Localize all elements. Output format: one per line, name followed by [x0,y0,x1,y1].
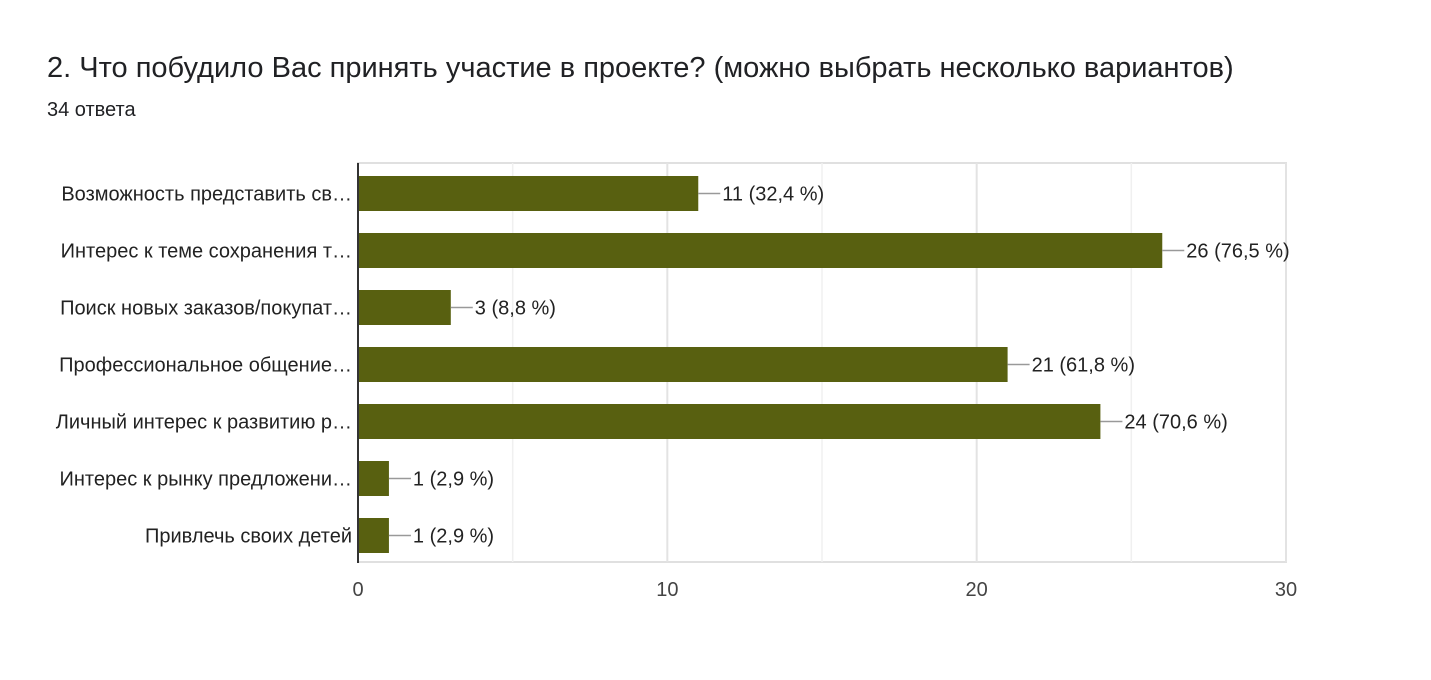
x-tick-label: 30 [1275,579,1297,601]
bar [358,290,451,325]
category-label: Интерес к рынку предложени… [60,469,352,491]
data-label: 1 (2,9 %) [413,469,494,491]
data-label: 21 (61,8 %) [1032,355,1135,377]
bar [358,518,389,553]
response-count: 34 ответа [47,99,136,121]
x-tick-label: 0 [352,579,363,601]
data-label: 26 (76,5 %) [1186,241,1289,263]
chart-bars [358,176,1163,553]
x-tick-label: 10 [656,579,678,601]
bar [358,233,1163,268]
bar [358,176,699,211]
bar [358,461,389,496]
chart-labels: 0 10 20 30 Возможность представить св… 11 (32… [56,184,1297,602]
bar [358,404,1101,439]
category-label: Личный интерес к развитию р… [56,412,352,434]
data-label: 24 (70,6 %) [1124,412,1227,434]
data-label: 11 (32,4 %) [722,184,824,206]
category-label: Привлечь своих детей [145,526,352,548]
question-title: 2. Что побудило Вас принять участие в пр… [47,52,1234,84]
x-tick-label: 20 [966,579,988,601]
category-label: Возможность представить св… [61,184,352,206]
category-label: Профессиональное общение… [59,355,352,377]
bar [358,347,1008,382]
data-label: 3 (8,8 %) [475,298,556,320]
data-label: 1 (2,9 %) [413,526,494,548]
category-label: Поиск новых заказов/покупат… [60,298,352,320]
category-label: Интерес к теме сохранения т… [61,241,352,263]
